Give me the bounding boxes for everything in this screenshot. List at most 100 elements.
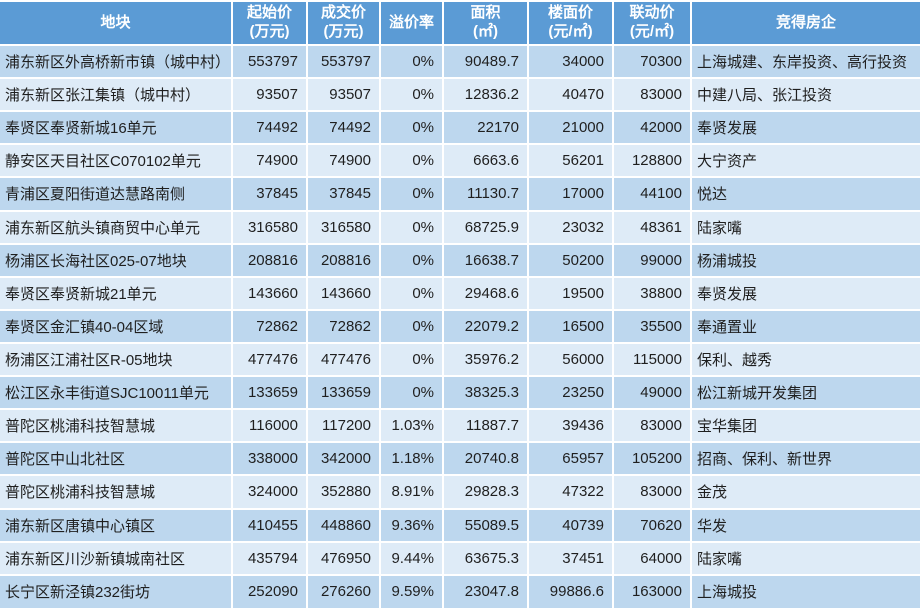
cell-plot: 普陀区中山北社区 — [0, 441, 233, 477]
cell-linkage-price: 128800 — [612, 143, 692, 179]
cell-area: 29828.3 — [442, 474, 529, 510]
cell-plot: 静安区天目社区C070102单元 — [0, 143, 233, 179]
cell-plot: 普陀区桃浦科技智慧城 — [0, 408, 233, 444]
cell-premium-rate: 0% — [379, 43, 444, 80]
cell-start-price: 553797 — [231, 43, 308, 80]
cell-developer: 悦达 — [690, 176, 920, 212]
cell-linkage-price: 70300 — [612, 43, 692, 80]
cell-deal-price: 133659 — [306, 375, 381, 411]
column-header-premium-rate: 溢价率 — [379, 0, 444, 46]
table-row: 浦东新区航头镇商贸中心单元 316580 316580 0% 68725.9 23032 4… — [0, 209, 920, 245]
cell-premium-rate: 8.91% — [379, 474, 444, 510]
cell-deal-price: 72862 — [306, 308, 381, 344]
table-row: 松江区永丰街道SJC10011单元 133659 133659 0% 38325.3 23… — [0, 375, 920, 411]
table-row: 青浦区夏阳街道达慧路南侧 37845 37845 0% 11130.7 17000 4410… — [0, 176, 920, 212]
cell-floor-price: 34000 — [527, 43, 614, 80]
table-row: 奉贤区奉贤新城16单元 74492 74492 0% 22170 21000 42000 奉贤… — [0, 110, 920, 146]
cell-start-price: 133659 — [231, 375, 308, 411]
cell-deal-price: 143660 — [306, 275, 381, 311]
cell-premium-rate: 0% — [379, 308, 444, 344]
cell-plot: 浦东新区张江集镇（城中村） — [0, 77, 233, 113]
cell-floor-price: 50200 — [527, 242, 614, 278]
cell-linkage-price: 42000 — [612, 110, 692, 146]
cell-area: 68725.9 — [442, 209, 529, 245]
cell-developer: 招商、保利、新世界 — [690, 441, 920, 477]
cell-linkage-price: 48361 — [612, 209, 692, 245]
column-header-floor-price: 楼面价 (元/㎡) — [527, 0, 614, 46]
cell-plot: 杨浦区长海社区025-07地块 — [0, 242, 233, 278]
cell-deal-price: 74900 — [306, 143, 381, 179]
cell-floor-price: 23250 — [527, 375, 614, 411]
table-row: 静安区天目社区C070102单元 74900 74900 0% 6663.6 56201 1… — [0, 143, 920, 179]
column-header-area: 面积 (㎡) — [442, 0, 529, 46]
cell-area: 22170 — [442, 110, 529, 146]
table-row: 普陀区桃浦科技智慧城 116000 117200 1.03% 11887.7 39436 8… — [0, 408, 920, 444]
cell-developer: 奉贤发展 — [690, 110, 920, 146]
cell-linkage-price: 38800 — [612, 275, 692, 311]
cell-area: 35976.2 — [442, 341, 529, 378]
cell-start-price: 116000 — [231, 408, 308, 444]
cell-developer: 上海城建、东岸投资、高行投资 — [690, 43, 920, 80]
cell-floor-price: 21000 — [527, 110, 614, 146]
cell-developer: 松江新城开发集团 — [690, 375, 920, 411]
cell-plot: 青浦区夏阳街道达慧路南侧 — [0, 176, 233, 212]
cell-plot: 浦东新区航头镇商贸中心单元 — [0, 209, 233, 245]
table-header-row: 地块 起始价 (万元) 成交价 (万元) 溢价率 面积 (㎡) 楼面价 (元/㎡) 联动价 … — [0, 0, 920, 46]
cell-floor-price: 23032 — [527, 209, 614, 245]
cell-floor-price: 39436 — [527, 408, 614, 444]
cell-start-price: 93507 — [231, 77, 308, 113]
table-row: 浦东新区外高桥新市镇（城中村） 553797 553797 0% 90489.7 3400… — [0, 43, 920, 80]
cell-start-price: 74900 — [231, 143, 308, 179]
cell-start-price: 477476 — [231, 341, 308, 378]
cell-linkage-price: 83000 — [612, 408, 692, 444]
cell-plot: 浦东新区唐镇中心镇区 — [0, 507, 233, 543]
cell-developer: 金茂 — [690, 474, 920, 510]
cell-linkage-price: 44100 — [612, 176, 692, 212]
cell-developer: 杨浦城投 — [690, 242, 920, 278]
cell-developer: 保利、越秀 — [690, 341, 920, 378]
cell-premium-rate: 0% — [379, 375, 444, 411]
cell-premium-rate: 0% — [379, 275, 444, 311]
cell-linkage-price: 49000 — [612, 375, 692, 411]
table-row: 普陀区中山北社区 338000 342000 1.18% 20740.8 65957 105… — [0, 441, 920, 477]
cell-area: 22079.2 — [442, 308, 529, 344]
cell-plot: 普陀区桃浦科技智慧城 — [0, 474, 233, 510]
cell-area: 55089.5 — [442, 507, 529, 543]
cell-deal-price: 477476 — [306, 341, 381, 378]
cell-floor-price: 37451 — [527, 540, 614, 576]
cell-deal-price: 448860 — [306, 507, 381, 543]
cell-deal-price: 37845 — [306, 176, 381, 212]
cell-floor-price: 19500 — [527, 275, 614, 311]
cell-deal-price: 276260 — [306, 573, 381, 608]
cell-area: 6663.6 — [442, 143, 529, 179]
column-header-plot: 地块 — [0, 0, 233, 46]
cell-premium-rate: 1.18% — [379, 441, 444, 477]
cell-area: 29468.6 — [442, 275, 529, 311]
cell-developer: 奉通置业 — [690, 308, 920, 344]
cell-start-price: 252090 — [231, 573, 308, 608]
cell-linkage-price: 105200 — [612, 441, 692, 477]
cell-deal-price: 476950 — [306, 540, 381, 576]
table-row: 普陀区桃浦科技智慧城 324000 352880 8.91% 29828.3 47322 8… — [0, 474, 920, 510]
cell-deal-price: 208816 — [306, 242, 381, 278]
cell-linkage-price: 35500 — [612, 308, 692, 344]
column-header-start-price: 起始价 (万元) — [231, 0, 308, 46]
cell-start-price: 72862 — [231, 308, 308, 344]
table-row: 杨浦区长海社区025-07地块 208816 208816 0% 16638.7 5020… — [0, 242, 920, 278]
table-row: 浦东新区川沙新镇城南社区 435794 476950 9.44% 63675.3 3745… — [0, 540, 920, 576]
cell-start-price: 208816 — [231, 242, 308, 278]
cell-area: 90489.7 — [442, 43, 529, 80]
table-row: 浦东新区张江集镇（城中村） 93507 93507 0% 12836.2 40470 830… — [0, 77, 920, 113]
cell-deal-price: 352880 — [306, 474, 381, 510]
cell-floor-price: 56201 — [527, 143, 614, 179]
table-row: 奉贤区金汇镇40-04区域 72862 72862 0% 22079.2 16500 355… — [0, 308, 920, 344]
cell-linkage-price: 99000 — [612, 242, 692, 278]
cell-linkage-price: 163000 — [612, 573, 692, 608]
cell-premium-rate: 0% — [379, 176, 444, 212]
cell-developer: 中建八局、张江投资 — [690, 77, 920, 113]
cell-premium-rate: 0% — [379, 143, 444, 179]
cell-floor-price: 40470 — [527, 77, 614, 113]
cell-linkage-price: 83000 — [612, 77, 692, 113]
cell-developer: 上海城投 — [690, 573, 920, 608]
cell-premium-rate: 0% — [379, 242, 444, 278]
